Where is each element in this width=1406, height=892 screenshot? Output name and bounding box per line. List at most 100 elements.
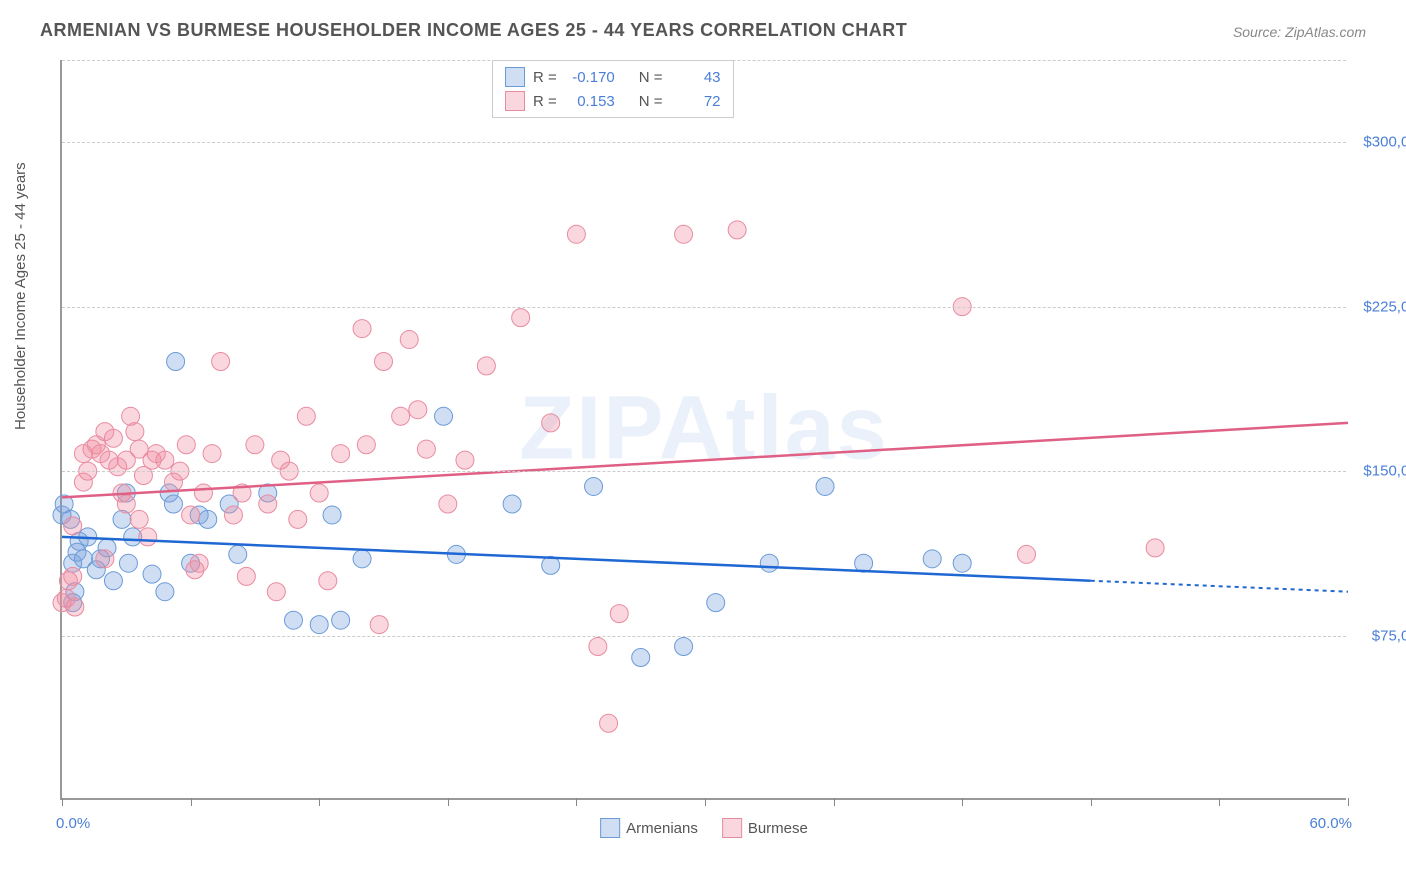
data-point	[357, 436, 375, 454]
data-point	[567, 225, 585, 243]
data-point	[855, 554, 873, 572]
trend-line-extrapolated	[1091, 581, 1348, 592]
data-point	[177, 436, 195, 454]
data-point	[760, 554, 778, 572]
data-point	[400, 331, 418, 349]
r-value: 0.153	[565, 93, 615, 110]
swatch-icon	[600, 818, 620, 838]
data-point	[310, 616, 328, 634]
data-point	[632, 648, 650, 666]
x-tick	[576, 798, 577, 806]
swatch-icon	[505, 91, 525, 111]
x-axis-max-label: 60.0%	[1309, 815, 1352, 832]
data-point	[237, 567, 255, 585]
y-tick-label: $150,000	[1348, 463, 1406, 480]
legend-label: Armenians	[626, 820, 698, 837]
x-tick	[319, 798, 320, 806]
data-point	[409, 401, 427, 419]
r-label: R =	[533, 93, 557, 110]
data-point	[816, 477, 834, 495]
legend-label: Burmese	[748, 820, 808, 837]
data-point	[64, 567, 82, 585]
x-tick	[448, 798, 449, 806]
data-point	[224, 506, 242, 524]
x-tick	[1091, 798, 1092, 806]
source-attribution: Source: ZipAtlas.com	[1233, 24, 1366, 40]
x-tick	[834, 798, 835, 806]
gridline	[62, 307, 1346, 308]
trend-line	[62, 423, 1348, 498]
data-point	[284, 611, 302, 629]
y-axis-label: Householder Income Ages 25 - 44 years	[12, 162, 29, 430]
data-point	[194, 484, 212, 502]
x-tick	[962, 798, 963, 806]
data-point	[156, 583, 174, 601]
chart-canvas	[62, 60, 1346, 798]
data-point	[104, 572, 122, 590]
x-tick	[705, 798, 706, 806]
data-point	[164, 495, 182, 513]
data-point	[96, 550, 114, 568]
data-point	[203, 445, 221, 463]
y-tick-label: $75,000	[1348, 627, 1406, 644]
data-point	[212, 352, 230, 370]
data-point	[600, 714, 618, 732]
data-point	[143, 565, 161, 583]
data-point	[190, 554, 208, 572]
data-point	[246, 436, 264, 454]
data-point	[392, 407, 410, 425]
data-point	[503, 495, 521, 513]
data-point	[139, 528, 157, 546]
data-point	[156, 451, 174, 469]
gridline	[62, 636, 1346, 637]
data-point	[953, 554, 971, 572]
data-point	[66, 598, 84, 616]
chart-title: ARMENIAN VS BURMESE HOUSEHOLDER INCOME A…	[40, 20, 907, 41]
data-point	[297, 407, 315, 425]
legend-item-burmese: Burmese	[722, 818, 808, 838]
data-point	[126, 423, 144, 441]
data-point	[104, 429, 122, 447]
data-point	[267, 583, 285, 601]
data-point	[182, 506, 200, 524]
data-point	[542, 414, 560, 432]
data-point	[332, 445, 350, 463]
data-point	[332, 611, 350, 629]
data-point	[923, 550, 941, 568]
x-tick	[1219, 798, 1220, 806]
data-point	[512, 309, 530, 327]
data-point	[585, 477, 603, 495]
data-point	[119, 554, 137, 572]
r-value: -0.170	[565, 69, 615, 86]
swatch-icon	[722, 818, 742, 838]
data-point	[117, 495, 135, 513]
swatch-icon	[505, 67, 525, 87]
data-point	[353, 550, 371, 568]
y-tick-label: $225,000	[1348, 298, 1406, 315]
data-point	[728, 221, 746, 239]
data-point	[675, 638, 693, 656]
data-point	[435, 407, 453, 425]
data-point	[199, 510, 217, 528]
stats-row-burmese: R = 0.153 N = 72	[505, 89, 721, 113]
series-legend: Armenians Burmese	[600, 818, 808, 838]
gridline	[62, 471, 1346, 472]
data-point	[310, 484, 328, 502]
data-point	[130, 510, 148, 528]
y-tick-label: $300,000	[1348, 134, 1406, 151]
stats-row-armenians: R = -0.170 N = 43	[505, 65, 721, 89]
data-point	[289, 510, 307, 528]
x-tick	[62, 798, 63, 806]
data-point	[375, 352, 393, 370]
n-value: 72	[671, 93, 721, 110]
stats-legend: R = -0.170 N = 43 R = 0.153 N = 72	[492, 60, 734, 118]
data-point	[477, 357, 495, 375]
data-point	[417, 440, 435, 458]
legend-item-armenians: Armenians	[600, 818, 698, 838]
x-axis-min-label: 0.0%	[56, 815, 90, 832]
r-label: R =	[533, 69, 557, 86]
data-point	[323, 506, 341, 524]
data-point	[707, 594, 725, 612]
n-value: 43	[671, 69, 721, 86]
data-point	[439, 495, 457, 513]
